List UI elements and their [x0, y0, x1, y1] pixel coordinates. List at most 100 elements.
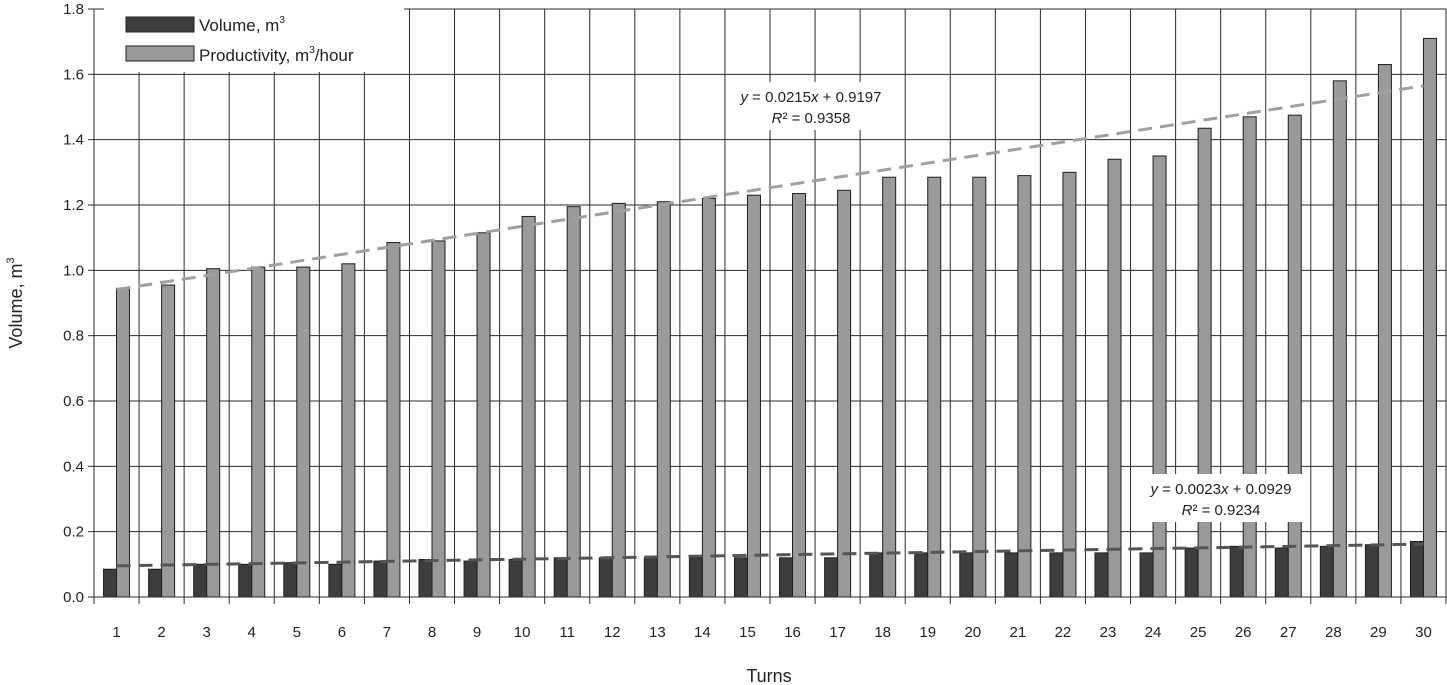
bar-volume: [373, 560, 388, 598]
bar-volume: [283, 562, 298, 598]
y-tick-label: 1.2: [63, 197, 84, 214]
bar-productivity: [116, 287, 131, 598]
bar-volume: [553, 557, 568, 598]
bar-volume: [1364, 544, 1379, 598]
trend-equation-productivity-line1: y = 0.0215x + 0.9197: [740, 89, 882, 106]
x-tick-label: 12: [604, 624, 621, 641]
legend-swatch-productivity: [125, 45, 195, 62]
x-tick-label: 4: [248, 624, 256, 641]
trend-equation-productivity-line2: R² = 0.9358: [772, 110, 851, 127]
trendline-productivity: [116, 84, 1424, 292]
bar-volume: [1004, 552, 1019, 598]
x-tick-label: 6: [338, 624, 346, 641]
bar-productivity: [341, 263, 356, 598]
bar-volume: [508, 558, 523, 598]
bar-productivity: [1287, 114, 1302, 598]
bar-productivity: [1017, 175, 1032, 598]
x-tick-label: 24: [1145, 624, 1162, 641]
bar-volume: [824, 557, 839, 598]
bars: [103, 37, 1437, 598]
bar-productivity: [1152, 155, 1167, 598]
axes: 0.00.20.40.60.81.01.21.41.61.81 2 3 4 5 6 7 8 9 1…: [63, 1, 1447, 641]
x-tick-label: 17: [829, 624, 846, 641]
x-tick-label: 26: [1235, 624, 1252, 641]
bar-volume: [1229, 545, 1244, 598]
bar-volume: [688, 557, 703, 598]
bar-productivity: [1377, 64, 1392, 598]
bar-productivity: [611, 202, 626, 598]
bar-productivity: [927, 176, 942, 598]
legend-label-volume: Volume, m3: [199, 15, 285, 35]
x-tick-label: 1: [112, 624, 120, 641]
bar-volume: [733, 557, 748, 598]
y-tick-label: 0.8: [63, 328, 84, 345]
x-tick-label: 5: [293, 624, 301, 641]
x-tick-label: 18: [874, 624, 891, 641]
legend-swatch-volume: [125, 16, 195, 33]
bar-productivity: [161, 284, 176, 598]
bar-productivity: [792, 193, 807, 598]
trendlines: [116, 84, 1424, 568]
x-tick-label: 21: [1010, 624, 1027, 641]
bar-volume: [643, 557, 658, 598]
y-tick-label: 0.2: [63, 524, 84, 541]
y-tick-label: 1.8: [63, 1, 84, 18]
bar-volume: [328, 563, 343, 598]
bar-volume: [1274, 547, 1289, 598]
plot-border: [93, 8, 1447, 598]
x-tick-label: 13: [649, 624, 666, 641]
x-tick-label: 14: [694, 624, 711, 641]
x-tick-label: 19: [919, 624, 936, 641]
bar-productivity: [1062, 171, 1077, 598]
bar-volume: [238, 563, 253, 598]
trend-equation-volume-bg: [1136, 474, 1306, 522]
trendline-volume: [116, 542, 1424, 568]
x-tick-label: 11: [559, 624, 575, 641]
bar-productivity: [431, 240, 446, 598]
x-tick-label: 8: [428, 624, 436, 641]
bar-productivity: [837, 189, 852, 598]
bar-productivity: [566, 206, 581, 598]
legend: Volume, m3 Productivity, m3/hour: [104, 8, 404, 72]
bar-volume: [914, 552, 929, 598]
x-tick-label: 3: [202, 624, 210, 641]
trend-equation-volume: y = 0.0023x + 0.0929 R² = 0.9234: [1136, 474, 1306, 522]
trend-equation-productivity-bg: [726, 82, 896, 130]
bar-productivity: [656, 201, 671, 598]
bar-productivity: [521, 215, 536, 598]
x-axis-label: Turns: [746, 666, 791, 685]
bar-volume: [1184, 547, 1199, 598]
grid: [93, 8, 1447, 598]
x-tick-label: 22: [1055, 624, 1072, 641]
bar-productivity: [1107, 158, 1122, 598]
x-tick-label: 23: [1100, 624, 1117, 641]
bar-productivity: [882, 176, 897, 598]
y-tick-label: 0.0: [63, 589, 84, 606]
bar-productivity: [1422, 37, 1437, 598]
x-tick-label: 25: [1190, 624, 1207, 641]
bar-productivity: [476, 232, 491, 598]
trend-equation-volume-line2: R² = 0.9234: [1182, 502, 1261, 519]
x-tick-label: 29: [1370, 624, 1387, 641]
x-tick-label: 16: [784, 624, 801, 641]
x-tick-label: 30: [1415, 624, 1432, 641]
y-tick-label: 1.6: [63, 66, 84, 83]
trend-equation-volume-line1: y = 0.0023x + 0.0929: [1150, 481, 1292, 498]
trend-equation-productivity: y = 0.0215x + 0.9197 R² = 0.9358: [726, 82, 896, 130]
y-tick-label: 1.4: [63, 132, 84, 149]
bar-productivity: [701, 197, 716, 598]
x-tick-label: 27: [1280, 624, 1297, 641]
y-axis-label: Volume, m3: [5, 257, 26, 348]
x-tick-label: 7: [383, 624, 391, 641]
bar-volume: [103, 568, 118, 598]
bar-productivity: [386, 242, 401, 598]
bar-volume: [869, 552, 884, 598]
bar-productivity: [972, 176, 987, 598]
x-tick-label: 20: [964, 624, 981, 641]
bar-productivity: [1332, 80, 1347, 598]
bar-volume: [1319, 545, 1334, 598]
bar-productivity: [296, 266, 311, 598]
bar-volume: [1049, 552, 1064, 598]
bar-volume: [463, 560, 478, 598]
x-tick-label: 10: [514, 624, 531, 641]
